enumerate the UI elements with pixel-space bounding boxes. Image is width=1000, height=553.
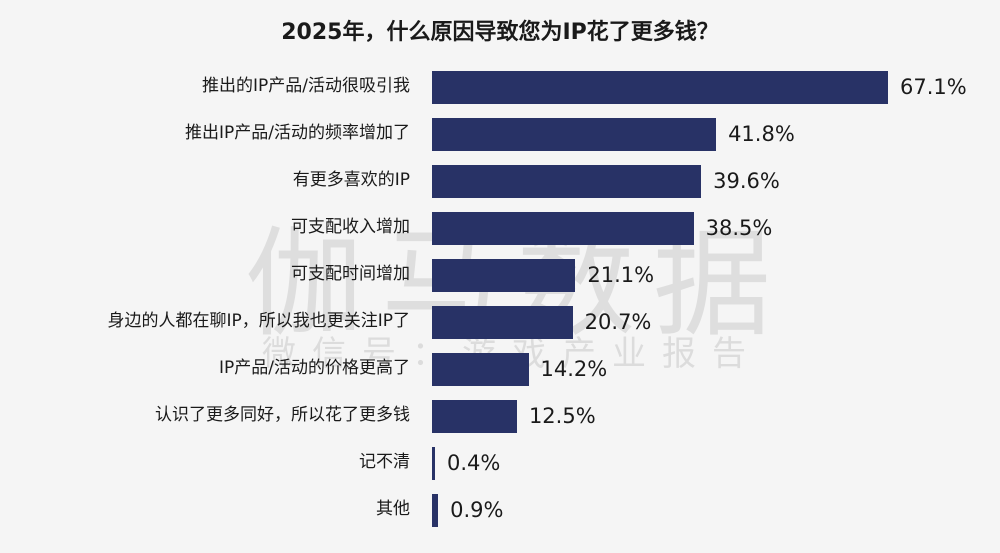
bar bbox=[432, 305, 573, 339]
bar bbox=[432, 493, 439, 527]
data-label: 0.9% bbox=[450, 498, 504, 522]
bar bbox=[432, 446, 435, 480]
data-label: 20.7% bbox=[584, 310, 652, 334]
data-label: 39.6% bbox=[713, 169, 780, 193]
category-label: 有更多喜欢的IP bbox=[292, 170, 410, 190]
category-label: IP产品/活动的价格更高了 bbox=[219, 358, 410, 378]
bar bbox=[432, 117, 717, 151]
data-label: 67.1% bbox=[900, 75, 967, 99]
data-label: 41.8% bbox=[728, 122, 795, 146]
data-label: 0.4% bbox=[447, 451, 501, 475]
category-label: 记不清 bbox=[359, 452, 410, 472]
bar bbox=[432, 399, 517, 433]
category-label: 身边的人都在聊IP，所以我也更关注IP了 bbox=[107, 311, 410, 331]
category-label: 推出IP产品/活动的频率增加了 bbox=[185, 123, 410, 143]
data-label: 21.1% bbox=[587, 263, 655, 287]
category-label: 其他 bbox=[376, 499, 410, 519]
bar bbox=[432, 70, 888, 104]
bar bbox=[432, 258, 576, 292]
category-label: 认识了更多同好，所以花了更多钱 bbox=[155, 405, 410, 425]
data-label: 14.2% bbox=[540, 357, 608, 381]
bar bbox=[432, 352, 529, 386]
bar bbox=[432, 164, 702, 198]
bar bbox=[432, 211, 694, 245]
category-label: 推出的IP产品/活动很吸引我 bbox=[202, 76, 410, 96]
data-label: 12.5% bbox=[528, 404, 596, 428]
category-label: 可支配时间增加 bbox=[291, 264, 410, 284]
data-label: 38.5% bbox=[705, 216, 773, 240]
chart-title: 2025年，什么原因导致您为IP花了更多钱？ bbox=[281, 20, 719, 45]
category-label: 可支配收入增加 bbox=[291, 217, 410, 237]
